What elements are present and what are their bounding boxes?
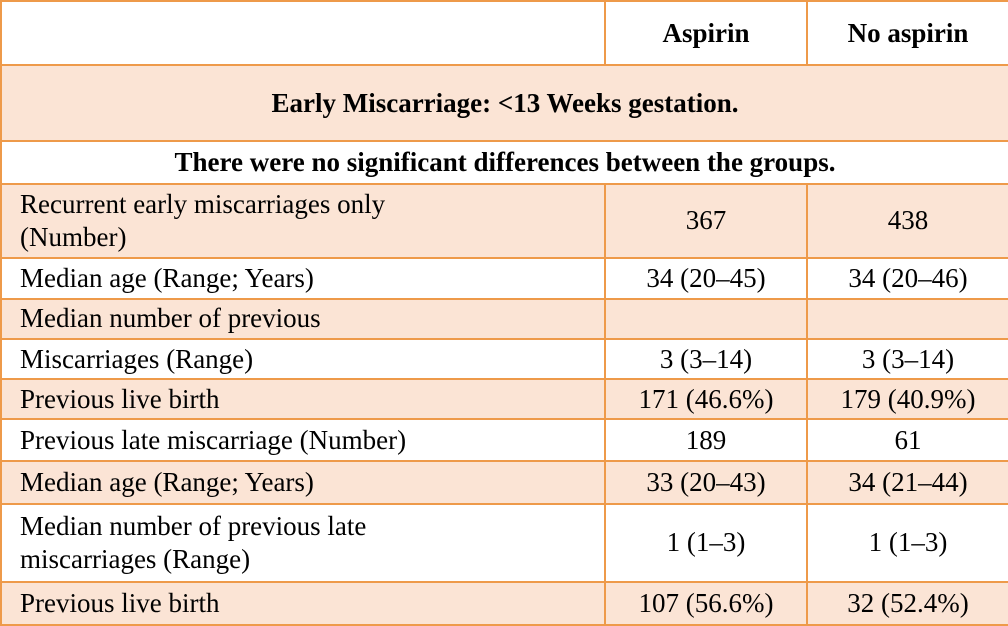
row-no-aspirin-value: 61 [806, 418, 1008, 463]
table-row: Previous late miscarriage (Number) 189 6… [0, 418, 1008, 463]
row-no-aspirin-value: 32 (52.4%) [806, 580, 1008, 626]
row-aspirin-value: 367 [604, 182, 808, 259]
row-no-aspirin-value: 3 (3–14) [806, 338, 1008, 381]
row-label: Median number of previous [0, 297, 606, 341]
section-title-row: Early Miscarriage: <13 Weeks gestation. [0, 64, 1008, 143]
row-no-aspirin-value: 1 (1–3) [806, 502, 1008, 583]
row-label: Previous late miscarriage (Number) [0, 418, 606, 463]
row-label: Median age (Range; Years) [0, 460, 606, 505]
row-no-aspirin-value [806, 297, 1008, 341]
row-aspirin-value: 34 (20–45) [604, 256, 808, 300]
header-no-aspirin: No aspirin [806, 0, 1008, 67]
note-row: There were no significant differences be… [0, 140, 1008, 185]
row-label: Median age (Range; Years) [0, 256, 606, 300]
row-aspirin-value [604, 297, 808, 341]
table-row: Previous live birth 107 (56.6%) 32 (52.4… [0, 580, 1008, 626]
table-row: Previous live birth 171 (46.6%) 179 (40.… [0, 378, 1008, 421]
row-label: Previous live birth [0, 580, 606, 626]
row-no-aspirin-value: 34 (21–44) [806, 460, 1008, 505]
row-no-aspirin-value: 179 (40.9%) [806, 378, 1008, 421]
row-label: Recurrent early miscarriages only (Numbe… [0, 182, 606, 259]
row-label: Median number of previous late miscarria… [0, 502, 606, 583]
table-row: Median age (Range; Years) 34 (20–45) 34 … [0, 256, 1008, 300]
table-row: Median number of previous [0, 297, 1008, 341]
row-aspirin-value: 171 (46.6%) [604, 378, 808, 421]
row-no-aspirin-value: 34 (20–46) [806, 256, 1008, 300]
row-label: Previous live birth [0, 378, 606, 421]
table-row: Recurrent early miscarriages only (Numbe… [0, 182, 1008, 259]
row-aspirin-value: 107 (56.6%) [604, 580, 808, 626]
header-empty-cell [0, 0, 606, 67]
table-row: Miscarriages (Range) 3 (3–14) 3 (3–14) [0, 338, 1008, 381]
header-aspirin: Aspirin [604, 0, 808, 67]
row-aspirin-value: 33 (20–43) [604, 460, 808, 505]
table-row: Median age (Range; Years) 33 (20–43) 34 … [0, 460, 1008, 505]
row-aspirin-value: 189 [604, 418, 808, 463]
row-aspirin-value: 1 (1–3) [604, 502, 808, 583]
row-no-aspirin-value: 438 [806, 182, 1008, 259]
row-label: Miscarriages (Range) [0, 338, 606, 381]
section-title: Early Miscarriage: <13 Weeks gestation. [0, 64, 1008, 143]
row-aspirin-value: 3 (3–14) [604, 338, 808, 381]
table-header-row: Aspirin No aspirin [0, 0, 1008, 67]
note-text: There were no significant differences be… [0, 140, 1008, 185]
table-row: Median number of previous late miscarria… [0, 502, 1008, 583]
